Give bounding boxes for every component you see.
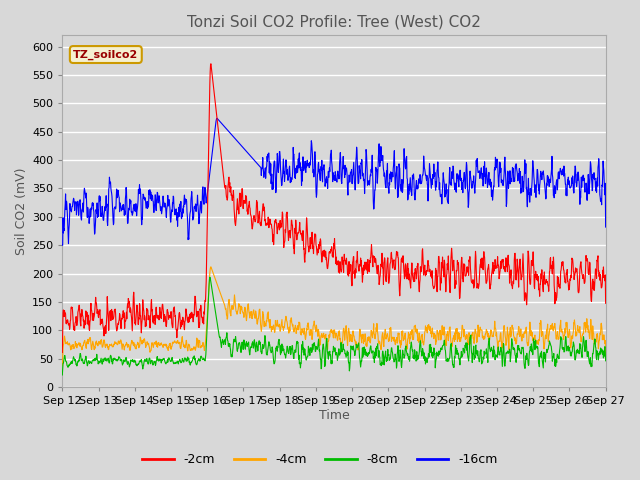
Legend: -2cm, -4cm, -8cm, -16cm: -2cm, -4cm, -8cm, -16cm bbox=[138, 448, 502, 471]
Title: Tonzi Soil CO2 Profile: Tree (West) CO2: Tonzi Soil CO2 Profile: Tree (West) CO2 bbox=[187, 15, 481, 30]
Y-axis label: Soil CO2 (mV): Soil CO2 (mV) bbox=[15, 168, 28, 255]
X-axis label: Time: Time bbox=[319, 409, 349, 422]
Text: TZ_soilco2: TZ_soilco2 bbox=[73, 49, 138, 60]
